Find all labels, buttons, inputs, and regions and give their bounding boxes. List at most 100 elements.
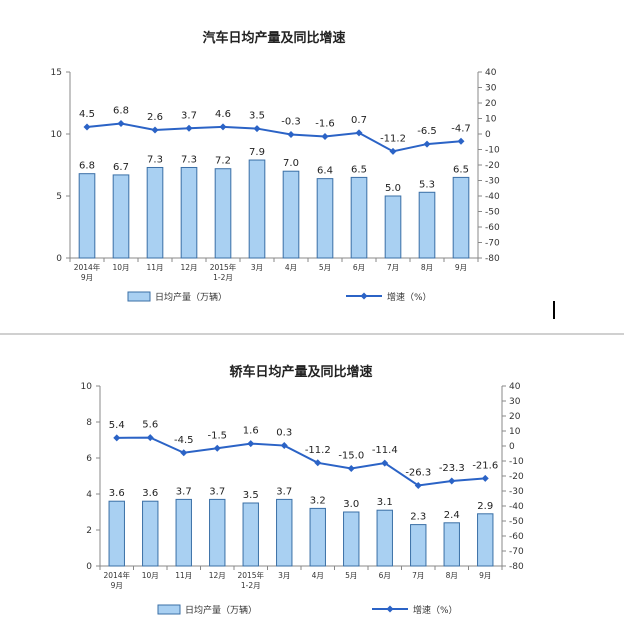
right-tick-label: -30 <box>509 487 524 497</box>
bar-value-label: 3.0 <box>343 499 359 510</box>
line-point <box>381 459 389 467</box>
legend-line-label: 增速（%） <box>387 291 432 303</box>
line-value-label: -11.4 <box>372 445 398 456</box>
category-label: 6月 <box>379 571 391 580</box>
bar <box>108 500 125 567</box>
line-point <box>146 434 154 442</box>
category-label: 8月 <box>446 571 458 580</box>
bar-value-label: 6.7 <box>113 162 129 173</box>
bar <box>452 176 470 259</box>
bar <box>343 511 360 567</box>
line-point <box>287 130 295 138</box>
bar <box>376 509 393 567</box>
right-tick-label: -10 <box>485 146 500 156</box>
category-label: 4月 <box>285 263 297 272</box>
line-point <box>355 129 363 137</box>
line-point <box>321 132 329 140</box>
bar-value-label: 2.9 <box>477 501 493 512</box>
bar-value-label: 7.9 <box>249 147 265 158</box>
right-tick-label: 40 <box>509 382 521 392</box>
bar-value-label: 6.5 <box>453 164 469 175</box>
category-label: 11月 <box>175 571 192 580</box>
right-tick-label: 10 <box>485 115 497 125</box>
right-tick-label: -20 <box>509 472 524 482</box>
bar <box>316 178 334 259</box>
line-point <box>247 440 255 448</box>
bar <box>146 166 164 259</box>
right-tick-label: -70 <box>509 547 524 557</box>
line-point <box>347 465 355 472</box>
bar-value-label: 7.2 <box>215 156 231 167</box>
category-label: 9月 <box>479 571 491 580</box>
line-point <box>389 147 397 155</box>
line-point <box>280 442 288 450</box>
chart-title: 汽车日均产量及同比增速 <box>202 30 345 46</box>
line-point <box>151 126 159 134</box>
bar-value-label: 7.3 <box>181 154 197 165</box>
bar <box>242 502 259 567</box>
line-point <box>314 459 322 467</box>
bar <box>282 170 300 259</box>
bar-value-label: 6.5 <box>351 164 367 175</box>
right-tick-label: 0 <box>485 130 491 140</box>
bar-value-label: 3.6 <box>142 488 158 499</box>
line-value-label: 1.6 <box>243 426 259 437</box>
growth-line <box>116 436 486 487</box>
text-cursor-icon <box>553 301 555 319</box>
bar <box>443 522 460 567</box>
line-value-label: 3.7 <box>181 110 197 121</box>
category-label: 3月 <box>278 571 290 580</box>
category-label: 2015年 <box>237 570 264 580</box>
right-tick-label: -30 <box>485 177 500 187</box>
right-tick-label: -10 <box>509 457 524 467</box>
bar-value-label: 6.4 <box>317 166 333 177</box>
bar-value-label: 2.4 <box>444 510 460 521</box>
bar <box>112 174 130 259</box>
legend-line-marker <box>360 292 368 300</box>
category-label: 2015年 <box>210 262 237 272</box>
category-label: 9月 <box>81 273 93 282</box>
line-point <box>414 481 422 489</box>
line-point <box>423 140 431 148</box>
left-tick-label: 6 <box>86 454 92 464</box>
category-label: 3月 <box>251 263 263 272</box>
bar-value-label: 3.7 <box>176 486 192 497</box>
line-point <box>448 477 456 485</box>
right-tick-label: -80 <box>509 562 524 572</box>
line-point <box>83 123 91 131</box>
category-label: 6月 <box>353 263 365 272</box>
bar <box>477 513 494 567</box>
category-label: 2014年 <box>74 262 101 272</box>
bar <box>276 498 293 567</box>
legend-line-marker <box>386 605 394 613</box>
bar-value-label: 5.3 <box>419 179 435 190</box>
right-tick-label: -40 <box>485 192 500 202</box>
right-tick-label: 20 <box>485 99 497 109</box>
line-point <box>457 137 465 145</box>
bar <box>142 500 159 567</box>
line-value-label: -4.7 <box>451 123 471 134</box>
bar-value-label: 6.8 <box>79 161 95 172</box>
left-tick-label: 8 <box>86 418 92 428</box>
bar-value-label: 3.2 <box>310 495 326 506</box>
bar <box>384 195 402 259</box>
bar-value-label: 7.0 <box>283 158 299 169</box>
line-point <box>253 125 261 133</box>
category-label: 2014年 <box>103 570 130 580</box>
bar <box>209 498 226 567</box>
bar-value-label: 7.3 <box>147 154 163 165</box>
legend-bar-swatch <box>127 291 151 302</box>
line-value-label: 0.7 <box>351 115 367 126</box>
line-value-label: -23.3 <box>439 463 465 474</box>
line-value-label: 6.8 <box>113 105 129 116</box>
bar-value-label: 3.7 <box>209 486 225 497</box>
chart-sedan-production: 轿车日均产量及同比增速 0 2 4 6 8 10 40 30 20 10 0 -10 -20 -30 -40 -… <box>81 364 524 616</box>
right-tick-label: 20 <box>509 412 521 422</box>
right-tick-label: 30 <box>485 84 497 94</box>
line-value-label: -1.5 <box>207 430 227 441</box>
line-value-label: 5.4 <box>109 420 125 431</box>
category-label: 8月 <box>421 263 433 272</box>
category-label: 10月 <box>112 263 129 272</box>
